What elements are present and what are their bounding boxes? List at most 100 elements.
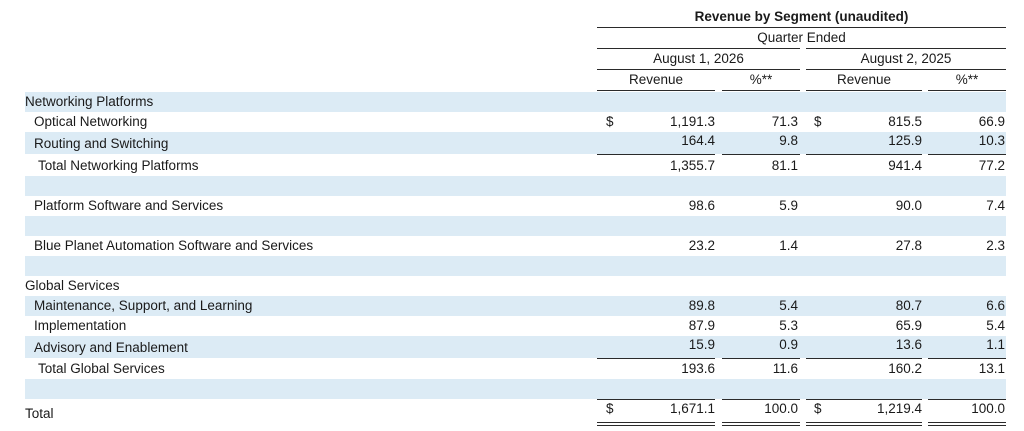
percent-2026: 1.4	[779, 238, 798, 253]
table-row-optical-networking: Optical Networking $ 1,191.3 71.3 $ 815.…	[25, 112, 1006, 132]
table-row-section-networking: Networking Platforms	[25, 92, 1006, 112]
percent-column-header: %**	[955, 72, 979, 87]
header-rule	[597, 27, 1006, 28]
row-label: Routing and Switching	[34, 136, 169, 151]
row-label: Total	[25, 406, 54, 421]
dollar-sign: $	[606, 401, 614, 416]
row-label: Optical Networking	[34, 114, 148, 129]
percent-2025: 100.0	[971, 401, 1005, 416]
total-rule	[806, 399, 922, 400]
revenue-2025: 65.9	[895, 318, 922, 333]
table-row-advisory: Advisory and Enablement 15.9 0.9 13.6 1.…	[25, 336, 1006, 358]
header-rule	[722, 90, 800, 91]
percent-2025: 5.4	[986, 318, 1005, 333]
percent-2025: 1.1	[986, 337, 1005, 352]
subtotal-rule	[597, 358, 715, 359]
revenue-2025: 125.9	[888, 133, 922, 148]
row-label: Maintenance, Support, and Learning	[34, 298, 253, 313]
percent-2025: 7.4	[986, 198, 1005, 213]
revenue-2025: 27.8	[895, 238, 922, 253]
revenue-column-header: Revenue	[836, 72, 892, 87]
double-rule	[806, 422, 922, 423]
percent-2025: 66.9	[978, 114, 1005, 129]
subtotal-rule	[806, 154, 922, 155]
double-rule	[597, 425, 715, 426]
table-row-platform-software: Platform Software and Services 98.6 5.9 …	[25, 196, 1006, 216]
subtotal-rule	[928, 154, 1006, 155]
percent-2026: 5.4	[779, 298, 798, 313]
percent-2025: 13.1	[978, 361, 1005, 376]
revenue-2026: 87.9	[688, 318, 715, 333]
double-rule	[928, 425, 1006, 426]
percent-2026: 11.6	[772, 361, 798, 376]
total-rule	[597, 399, 715, 400]
revenue-2026: 1,671.1	[669, 401, 715, 416]
total-rule	[722, 399, 800, 400]
revenue-2026: 98.6	[688, 198, 715, 213]
revenue-2025: 160.2	[888, 361, 922, 376]
percent-2025: 2.3	[986, 238, 1005, 253]
double-rule	[722, 425, 800, 426]
table-row-blue-planet: Blue Planet Automation Software and Serv…	[25, 236, 1006, 256]
percent-2025: 77.2	[978, 158, 1005, 173]
revenue-2025: 13.6	[895, 337, 922, 352]
table-row-total: Total $ 1,671.1 100.0 $ 1,219.4 100.0	[25, 401, 1006, 421]
revenue-2026: 1,355.7	[669, 158, 715, 173]
row-label: Total Networking Platforms	[38, 158, 199, 173]
table-row-spacer	[25, 256, 1006, 276]
row-label: Total Global Services	[38, 361, 165, 376]
double-rule	[806, 425, 922, 426]
row-label: Implementation	[34, 318, 127, 333]
row-label: Advisory and Enablement	[34, 340, 188, 355]
header-rule	[806, 69, 1006, 70]
period-2025-heading: August 2, 2025	[860, 51, 952, 66]
period-2026-heading: August 1, 2026	[653, 51, 744, 66]
percent-2026: 71.3	[771, 114, 798, 129]
subtotal-rule	[722, 154, 800, 155]
revenue-2026: 1,191.3	[669, 114, 715, 129]
double-rule	[597, 422, 715, 423]
double-rule	[928, 422, 1006, 423]
table-row-spacer	[25, 176, 1006, 196]
percent-2026: 0.9	[779, 337, 798, 352]
revenue-2025: 1,219.4	[876, 401, 922, 416]
total-rule	[928, 399, 1006, 400]
dollar-sign: $	[606, 114, 614, 129]
row-label: Networking Platforms	[25, 94, 154, 109]
revenue-column-header: Revenue	[628, 72, 684, 87]
row-label: Platform Software and Services	[34, 198, 224, 213]
table-title: Revenue by Segment (unaudited)	[694, 9, 909, 24]
revenue-2025: 90.0	[895, 198, 922, 213]
table-row-spacer	[25, 216, 1006, 236]
row-label: Global Services	[25, 278, 120, 293]
percent-column-header: %**	[749, 72, 773, 87]
subtotal-rule	[806, 358, 922, 359]
header-rule	[928, 90, 1006, 91]
revenue-2025: 80.7	[895, 298, 922, 313]
percent-2026: 9.8	[779, 133, 798, 148]
subtotal-rule	[597, 154, 715, 155]
table-row-section-global-services: Global Services	[25, 276, 1006, 296]
percent-2026: 5.9	[779, 198, 798, 213]
row-label: Blue Planet Automation Software and Serv…	[34, 238, 314, 253]
table-row-total-networking: Total Networking Platforms 1,355.7 81.1 …	[25, 156, 1006, 176]
revenue-2026: 89.8	[688, 298, 715, 313]
header-rule	[597, 90, 715, 91]
revenue-2026: 23.2	[688, 238, 715, 253]
percent-2025: 6.6	[986, 298, 1005, 313]
dollar-sign: $	[814, 401, 822, 416]
revenue-2025: 815.5	[888, 114, 922, 129]
percent-2026: 81.1	[771, 158, 798, 173]
table-row-maintenance: Maintenance, Support, and Learning 89.8 …	[25, 296, 1006, 316]
table-row-implementation: Implementation 87.9 5.3 65.9 5.4	[25, 316, 1006, 336]
header-rule	[597, 48, 800, 49]
revenue-2026: 193.6	[681, 361, 715, 376]
table-row-spacer	[25, 379, 1006, 399]
header-rule	[806, 48, 1006, 49]
table-row-total-global-services: Total Global Services 193.6 11.6 160.2 1…	[25, 359, 1006, 379]
double-rule	[722, 422, 800, 423]
subtotal-rule	[928, 358, 1006, 359]
dollar-sign: $	[814, 114, 822, 129]
table-row-routing-switching: Routing and Switching 164.4 9.8 125.9 10…	[25, 132, 1006, 154]
header-rule	[597, 69, 800, 70]
